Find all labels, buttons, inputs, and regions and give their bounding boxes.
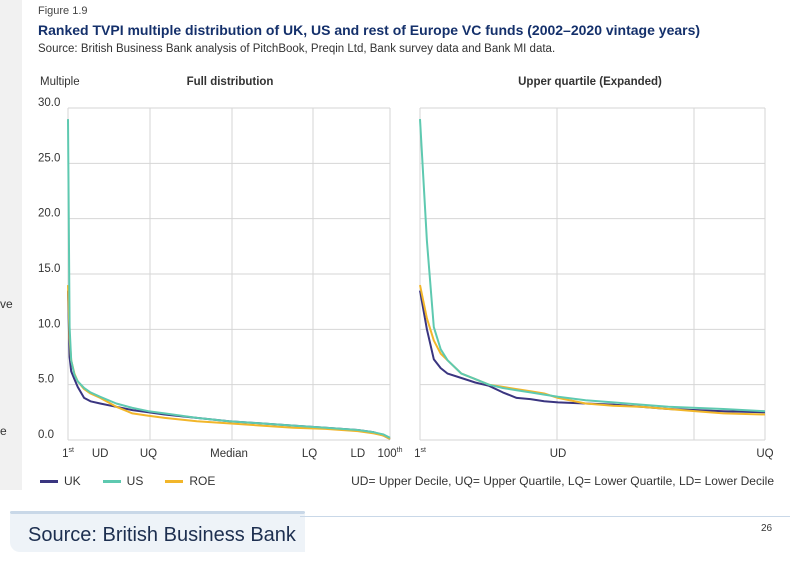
x-tick-label-0-2: UQ: [140, 448, 157, 460]
x-tick-label-0-4: LQ: [302, 448, 317, 460]
legend-swatch-uk: [40, 479, 58, 483]
series-line-roe-0: [67, 285, 391, 440]
series-line-uk-1: [419, 290, 766, 414]
series-line-us-0: [67, 119, 391, 439]
series-line-uk-0: [67, 290, 391, 440]
y-tick-label-0: 0.0: [38, 429, 54, 441]
chart-title: Ranked TVPI multiple distribution of UK,…: [38, 22, 701, 38]
x-tick-label-1-0: 1st: [414, 447, 426, 460]
series-line-roe-1: [419, 284, 766, 416]
footer-rule: [300, 516, 790, 517]
legend-label-us: US: [126, 474, 144, 488]
cut-off-text-1: ve: [0, 297, 13, 311]
x-tick-label-0-1: UD: [92, 448, 109, 460]
chart-legend: UK US ROE: [40, 474, 215, 488]
legend-label-uk: UK: [64, 474, 81, 488]
series-line-us-1: [419, 119, 766, 413]
x-tick-label-1-1: UD: [550, 448, 567, 460]
y-tick-label-4: 20.0: [38, 208, 60, 220]
panel-title-0: Full distribution: [187, 76, 274, 88]
footer-divider: [10, 511, 305, 514]
y-tick-label-1: 5.0: [38, 374, 54, 386]
x-tick-label-0-3: Median: [210, 448, 248, 460]
legend-item-roe: ROE: [165, 474, 215, 488]
panel-title-1: Upper quartile (Expanded): [518, 76, 662, 88]
y-axis-label: Multiple: [40, 76, 80, 88]
x-tick-label-0-6: 100th: [377, 447, 402, 460]
y-tick-label-6: 30.0: [38, 97, 60, 109]
y-tick-label-3: 15.0: [38, 263, 60, 275]
abbreviations-footnote: UD= Upper Decile, UQ= Upper Quartile, LQ…: [351, 474, 774, 488]
legend-swatch-us: [102, 479, 121, 483]
figure-label: Figure 1.9: [38, 5, 88, 17]
cut-off-text-2: e: [0, 424, 7, 438]
legend-item-us: US: [102, 474, 144, 488]
y-tick-label-5: 25.0: [38, 152, 60, 164]
footer-source-box: [10, 514, 305, 552]
page-number: 26: [761, 523, 773, 534]
legend-label-roe: ROE: [189, 474, 216, 488]
legend-swatch-roe: [165, 479, 184, 483]
chart-subtitle: Source: British Business Bank analysis o…: [38, 43, 556, 55]
legend-item-uk: UK: [40, 474, 81, 488]
y-tick-label-2: 10.0: [38, 318, 60, 330]
x-tick-label-0-5: LD: [350, 448, 365, 460]
chart-canvas: Full distribution 0.0 5.0 10.0 15.0 20.0 25.0 3…: [38, 76, 774, 460]
x-tick-label-1-2: UQ: [756, 448, 773, 460]
page-left-margin: [0, 0, 22, 490]
x-tick-label-0-0: 1st: [62, 447, 74, 460]
footer-source-text: Source: British Business Bank: [28, 524, 296, 546]
